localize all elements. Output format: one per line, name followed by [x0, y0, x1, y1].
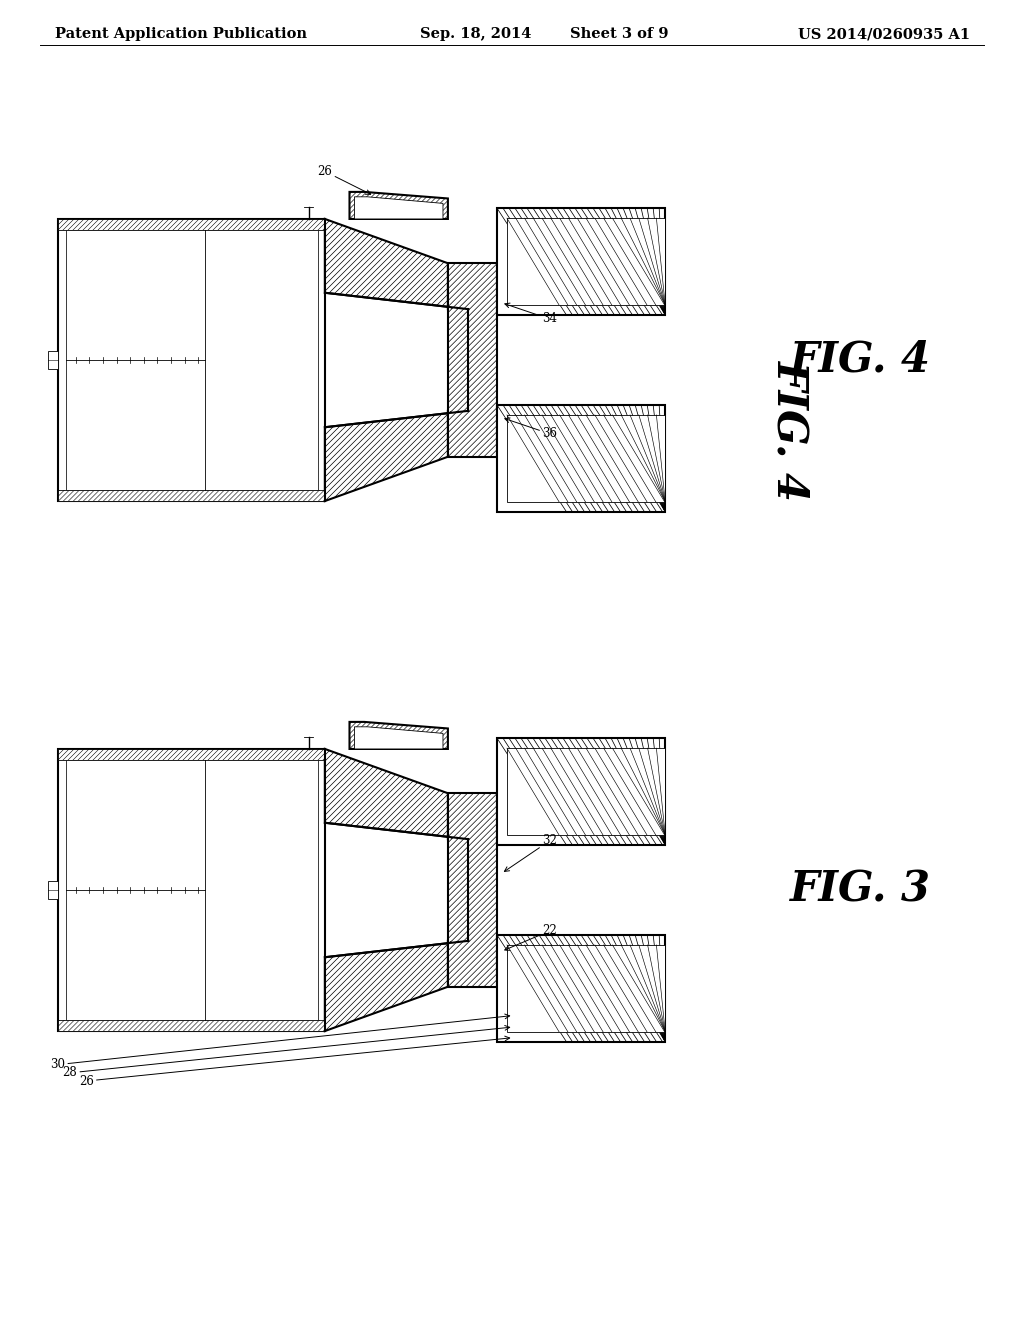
Polygon shape [48, 880, 58, 899]
PathPatch shape [447, 263, 497, 457]
Text: 22: 22 [505, 924, 557, 950]
PathPatch shape [447, 793, 497, 987]
Text: 26: 26 [79, 1036, 510, 1088]
Text: 30: 30 [50, 1014, 510, 1071]
Polygon shape [354, 197, 443, 219]
PathPatch shape [325, 941, 468, 1031]
Text: Sheet 3 of 9: Sheet 3 of 9 [570, 26, 669, 41]
PathPatch shape [349, 722, 447, 748]
Text: Patent Application Publication: Patent Application Publication [55, 26, 307, 41]
Polygon shape [58, 219, 325, 502]
PathPatch shape [349, 191, 447, 219]
Polygon shape [58, 748, 325, 759]
Polygon shape [325, 941, 468, 1031]
Polygon shape [66, 230, 317, 491]
Text: US 2014/0260935 A1: US 2014/0260935 A1 [798, 26, 970, 41]
Polygon shape [497, 405, 666, 512]
Polygon shape [58, 748, 325, 1031]
Polygon shape [507, 414, 666, 502]
Polygon shape [497, 209, 666, 315]
Text: FIG. 4: FIG. 4 [769, 360, 811, 502]
Polygon shape [58, 219, 325, 230]
Polygon shape [58, 1020, 325, 1031]
Text: 32: 32 [505, 834, 557, 871]
Text: FIG. 4: FIG. 4 [790, 339, 931, 381]
Polygon shape [325, 411, 468, 502]
Polygon shape [349, 191, 447, 219]
Polygon shape [325, 219, 468, 309]
PathPatch shape [325, 748, 468, 840]
Polygon shape [58, 491, 325, 502]
Polygon shape [507, 748, 666, 836]
Text: 26: 26 [317, 165, 371, 194]
Polygon shape [48, 351, 58, 370]
Polygon shape [447, 793, 497, 987]
Polygon shape [66, 759, 317, 1020]
Polygon shape [497, 935, 666, 1041]
Polygon shape [497, 738, 666, 845]
PathPatch shape [325, 411, 468, 502]
PathPatch shape [58, 219, 325, 230]
Polygon shape [507, 218, 666, 305]
Polygon shape [349, 722, 447, 748]
PathPatch shape [325, 219, 468, 309]
Polygon shape [354, 727, 443, 748]
Text: 36: 36 [505, 418, 557, 441]
PathPatch shape [58, 748, 325, 759]
PathPatch shape [58, 1020, 325, 1031]
Polygon shape [447, 263, 497, 457]
Text: 34: 34 [505, 304, 557, 326]
Text: FIG. 3: FIG. 3 [790, 869, 931, 911]
Text: 28: 28 [62, 1026, 510, 1080]
Text: Sep. 18, 2014: Sep. 18, 2014 [420, 26, 531, 41]
Polygon shape [507, 945, 666, 1032]
PathPatch shape [58, 491, 325, 502]
Polygon shape [325, 748, 468, 840]
